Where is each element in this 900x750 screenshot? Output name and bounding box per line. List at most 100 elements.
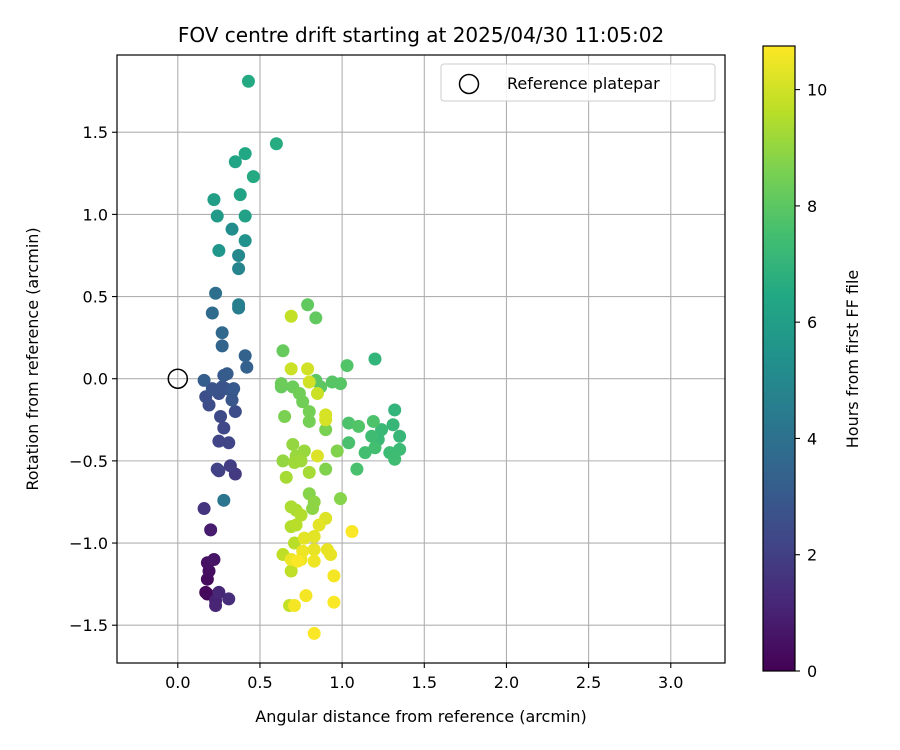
scatter-point — [297, 531, 311, 545]
scatter-point — [238, 147, 252, 161]
scatter-point — [238, 234, 252, 248]
scatter-point — [278, 410, 292, 424]
scatter-point — [217, 493, 231, 507]
scatter-point — [375, 423, 389, 437]
scatter-point — [238, 209, 252, 223]
scatter-point — [365, 429, 379, 443]
scatter-point — [232, 262, 246, 276]
scatter-point — [228, 405, 242, 419]
scatter-point — [358, 446, 372, 460]
scatter-point — [214, 410, 228, 424]
y-tick-label: 1.5 — [83, 123, 108, 142]
scatter-point — [368, 352, 382, 366]
scatter-point — [284, 564, 298, 578]
scatter-point — [307, 554, 321, 568]
legend-entry-reference: Reference platepar — [507, 74, 660, 93]
scatter-point — [291, 554, 305, 568]
scatter-point — [307, 529, 321, 543]
scatter-point — [330, 444, 344, 458]
scatter-point — [312, 518, 326, 532]
scatter-point — [310, 387, 324, 401]
x-tick-label: 1.5 — [412, 673, 437, 692]
scatter-point — [228, 155, 242, 169]
y-tick-label: 1.0 — [83, 205, 108, 224]
scatter-point — [319, 462, 333, 476]
y-tick-label: 0.0 — [83, 370, 108, 389]
scatter-point — [302, 414, 316, 428]
scatter-point — [350, 462, 364, 476]
scatter-point — [269, 137, 283, 151]
scatter-point — [225, 222, 239, 236]
scatter-point — [205, 306, 219, 320]
x-axis-label: Angular distance from reference (arcmin) — [255, 707, 586, 726]
scatter-point — [296, 395, 310, 409]
scatter-point — [212, 244, 226, 258]
scatter-point — [232, 248, 246, 262]
colorbar-ticks: 0 2 4 6 8 10 — [795, 81, 827, 681]
scatter-point — [324, 548, 338, 562]
x-tick-label: 0.5 — [247, 673, 272, 692]
scatter-point — [205, 382, 219, 396]
scatter-point — [212, 434, 226, 448]
scatter-point — [212, 585, 226, 599]
scatter-point — [388, 452, 402, 466]
scatter-point — [197, 373, 211, 387]
scatter-point — [294, 508, 308, 522]
scatter-point — [232, 298, 246, 312]
plot-frame — [116, 54, 726, 664]
colorbar-tick-label: 10 — [807, 81, 827, 100]
scatter-point — [352, 419, 366, 433]
scatter-point — [238, 349, 252, 363]
scatter-point — [302, 465, 316, 479]
colorbar-tick-label: 0 — [807, 662, 817, 681]
scatter-point — [204, 523, 218, 537]
colorbar: 0 2 4 6 8 10 Hours from first FF file — [762, 45, 862, 681]
scatter-point — [215, 339, 229, 353]
colorbar-tick-label: 8 — [807, 197, 817, 216]
scatter-point — [209, 598, 223, 612]
scatter-point — [294, 454, 308, 468]
scatter-point — [284, 362, 298, 376]
y-tick-label: −1.5 — [69, 616, 108, 635]
y-tick-label: −1.0 — [69, 534, 108, 553]
scatter-point — [319, 413, 333, 427]
scatter-point — [366, 414, 380, 428]
scatter-point — [302, 405, 316, 419]
scatter-point — [289, 518, 303, 532]
scatter-point — [325, 375, 339, 389]
scatter-point — [246, 170, 260, 184]
scatter-point — [287, 536, 301, 550]
scatter-point — [222, 592, 236, 606]
scatter-point — [302, 375, 316, 389]
scatter-point — [199, 585, 213, 599]
scatter-point — [274, 377, 288, 391]
scatter-point — [223, 459, 237, 473]
scatter-point — [299, 589, 313, 603]
scatter-point — [310, 449, 324, 463]
scatter-point — [233, 188, 247, 202]
colorbar-tick-label: 2 — [807, 546, 817, 565]
reference-marker-group — [167, 368, 189, 389]
scatter-point — [287, 598, 301, 612]
x-tick-label: 0.0 — [165, 673, 190, 692]
legend-reference-marker — [458, 73, 480, 95]
x-axis-ticks: 0.0 0.5 1.0 1.5 2.0 2.5 3.0 — [165, 663, 683, 692]
scatter-point — [284, 309, 298, 323]
scatter-point — [207, 552, 221, 566]
x-tick-label: 2.5 — [576, 673, 601, 692]
scatter-point — [297, 444, 311, 458]
colorbar-tick-label: 6 — [807, 313, 817, 332]
y-axis-ticks: −1.5 −1.0 −0.5 0.0 0.5 1.0 1.5 — [69, 123, 117, 635]
scatter-point — [215, 380, 229, 394]
scatter-point — [207, 193, 221, 207]
scatter-point — [393, 429, 407, 443]
scatter-point — [240, 360, 254, 374]
scatter-point — [319, 423, 333, 437]
scatter-point — [215, 326, 229, 340]
scatter-point — [307, 543, 321, 557]
scatter-point — [327, 569, 341, 583]
scatter-point — [340, 359, 354, 373]
scatter-point — [393, 442, 407, 456]
chart-title: FOV centre drift starting at 2025/04/30 … — [178, 23, 664, 47]
y-axis-label: Rotation from reference (arcmin) — [23, 227, 42, 490]
